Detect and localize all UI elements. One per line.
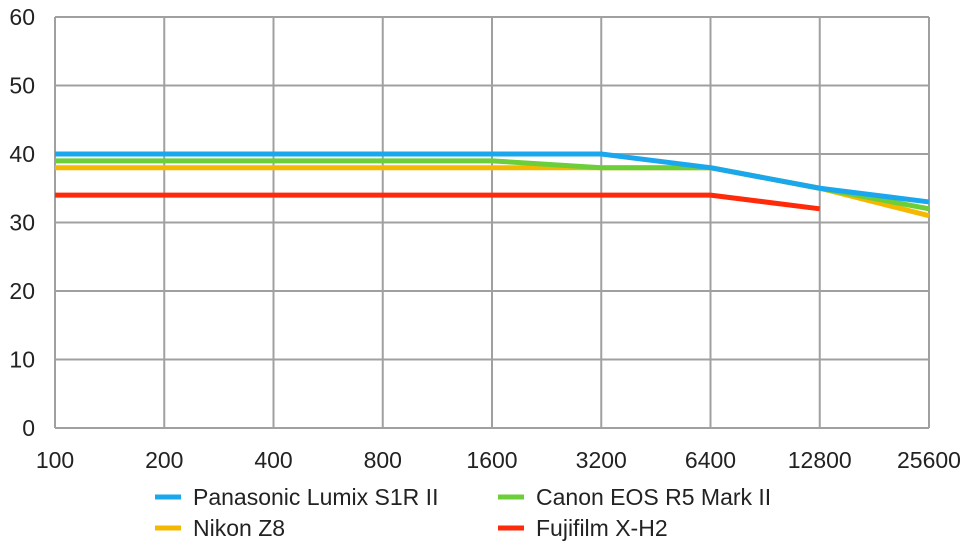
legend-item: Nikon Z8 <box>155 515 285 541</box>
legend-label: Nikon Z8 <box>193 515 285 541</box>
grid <box>54 16 930 429</box>
series-lines <box>55 151 930 219</box>
legend-item: Canon EOS R5 Mark II <box>498 484 771 510</box>
x-tick-label: 12800 <box>788 447 852 473</box>
x-tick-label: 800 <box>364 447 402 473</box>
x-tick-label: 200 <box>145 447 183 473</box>
legend-item: Fujifilm X-H2 <box>498 515 668 541</box>
x-axis-ticks: 100 200 400 800 1600 3200 6400 12800 25600 <box>36 447 961 473</box>
legend-item: Panasonic Lumix S1R II <box>155 484 438 510</box>
y-tick-label: 60 <box>9 4 35 30</box>
x-tick-label: 25600 <box>897 447 961 473</box>
legend-label: Fujifilm X-H2 <box>536 515 668 541</box>
y-tick-label: 40 <box>9 141 35 167</box>
legend: Panasonic Lumix S1R II Canon EOS R5 Mark … <box>155 484 771 541</box>
y-tick-label: 20 <box>9 278 35 304</box>
series-line <box>55 192 821 212</box>
legend-label: Panasonic Lumix S1R II <box>193 484 438 510</box>
x-tick-label: 1600 <box>466 447 517 473</box>
y-tick-label: 0 <box>22 415 35 441</box>
y-tick-label: 50 <box>9 73 35 99</box>
y-axis-ticks: 0 10 20 30 40 50 60 <box>9 4 35 441</box>
y-tick-label: 10 <box>9 347 35 373</box>
x-tick-label: 400 <box>254 447 292 473</box>
x-tick-label: 100 <box>36 447 74 473</box>
y-tick-label: 30 <box>9 210 35 236</box>
legend-label: Canon EOS R5 Mark II <box>536 484 771 510</box>
series-line <box>55 151 930 205</box>
x-tick-label: 3200 <box>576 447 627 473</box>
x-tick-label: 6400 <box>685 447 736 473</box>
